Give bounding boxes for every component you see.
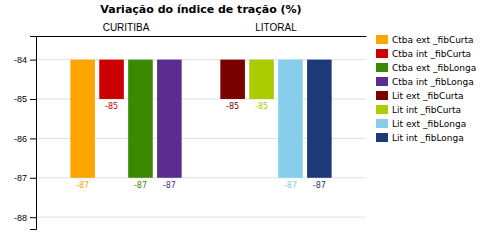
- data-label: -85: [255, 102, 268, 111]
- y-tick-mark: [30, 178, 36, 179]
- bar: [99, 60, 124, 99]
- legend-swatch: [376, 133, 388, 142]
- legend-item: Lit ext _fibCurta: [376, 91, 464, 101]
- legend-item: Ctba int _fibCurta: [376, 49, 471, 59]
- legend-label: Lit ext _fibCurta: [392, 91, 464, 101]
- y-tick: -87: [14, 173, 36, 183]
- x-axis-line: [37, 36, 367, 37]
- bar: [220, 60, 245, 99]
- legend-label: Lit int _fibCurta: [392, 105, 461, 115]
- legend-swatch: [376, 49, 388, 58]
- data-label: -87: [163, 181, 176, 190]
- legend-swatch: [376, 119, 388, 128]
- legend-item: Lit int _fibCurta: [376, 105, 461, 115]
- legend-swatch: [376, 63, 388, 72]
- legend: Ctba ext _fibCurta Ctba int _fibCurta Ctba…: [376, 35, 476, 143]
- title: Variação do índice de tração (%): [100, 3, 301, 16]
- grid-line: [36, 217, 366, 218]
- data-label: -85: [226, 102, 239, 111]
- legend-item: Ctba ext _fibLonga: [376, 63, 476, 73]
- y-tick-label: -85: [14, 94, 27, 104]
- legend-swatch: [376, 105, 388, 114]
- y-tick-label: -87: [14, 173, 27, 183]
- legend-item: Lit ext _fibLonga: [376, 119, 466, 129]
- data-label: -87: [313, 181, 326, 190]
- y-tick: -88: [14, 213, 36, 223]
- y-tick-mark: [30, 60, 36, 61]
- bar: [157, 60, 182, 178]
- legend-label: Lit ext _fibLonga: [392, 119, 466, 129]
- y-axis: -84 -85 -86 -87 -88: [14, 37, 37, 230]
- legend-item: Ctba ext _fibCurta: [376, 35, 474, 45]
- grid: [36, 60, 366, 218]
- legend-item: Lit int _fibLonga: [376, 133, 464, 143]
- bar: [128, 60, 153, 178]
- data-label: -85: [105, 102, 118, 111]
- y-tick-mark: [30, 138, 36, 139]
- legend-swatch: [376, 91, 388, 100]
- x-axis: CURITIBA LITORAL: [37, 22, 367, 37]
- legend-label: Lit int _fibLonga: [392, 133, 464, 143]
- category-label: LITORAL: [255, 22, 297, 33]
- data-label: -87: [76, 181, 89, 190]
- y-tick-label: -88: [14, 213, 27, 223]
- y-tick-mark: [30, 99, 36, 100]
- y-tick-mark: [30, 217, 36, 218]
- x-tick: LITORAL: [255, 22, 297, 36]
- legend-swatch: [376, 77, 388, 86]
- legend-item: Ctba int _fibLonga: [376, 77, 474, 87]
- legend-label: Ctba ext _fibCurta: [392, 35, 474, 45]
- legend-label: Ctba int _fibCurta: [392, 49, 471, 59]
- legend-label: Ctba ext _fibLonga: [392, 63, 476, 73]
- data-labels: -87 -85 -87 -87 -85 -85 -87 -87: [76, 102, 326, 190]
- y-tick: -85: [14, 94, 36, 104]
- y-tick: -84: [14, 55, 36, 65]
- legend-swatch: [376, 35, 388, 44]
- data-label: -87: [284, 181, 297, 190]
- bar: [278, 60, 303, 178]
- legend-label: Ctba int _fibLonga: [392, 77, 474, 87]
- chart: -84-85-86-87-88CURITIBALITORAL-87-85-87-…: [0, 0, 494, 237]
- bar: [249, 60, 274, 99]
- y-axis-line: [30, 37, 37, 230]
- plot: -84-85-86-87-88CURITIBALITORAL-87-85-87-…: [14, 22, 367, 230]
- bar: [70, 60, 95, 178]
- bar: [307, 60, 332, 178]
- y-tick-label: -84: [14, 55, 27, 65]
- bars: [70, 60, 331, 178]
- y-tick-label: -86: [14, 134, 27, 144]
- category-label: CURITIBA: [103, 22, 150, 33]
- y-tick: -86: [14, 134, 36, 144]
- x-tick: CURITIBA: [103, 22, 150, 36]
- data-label: -87: [134, 181, 147, 190]
